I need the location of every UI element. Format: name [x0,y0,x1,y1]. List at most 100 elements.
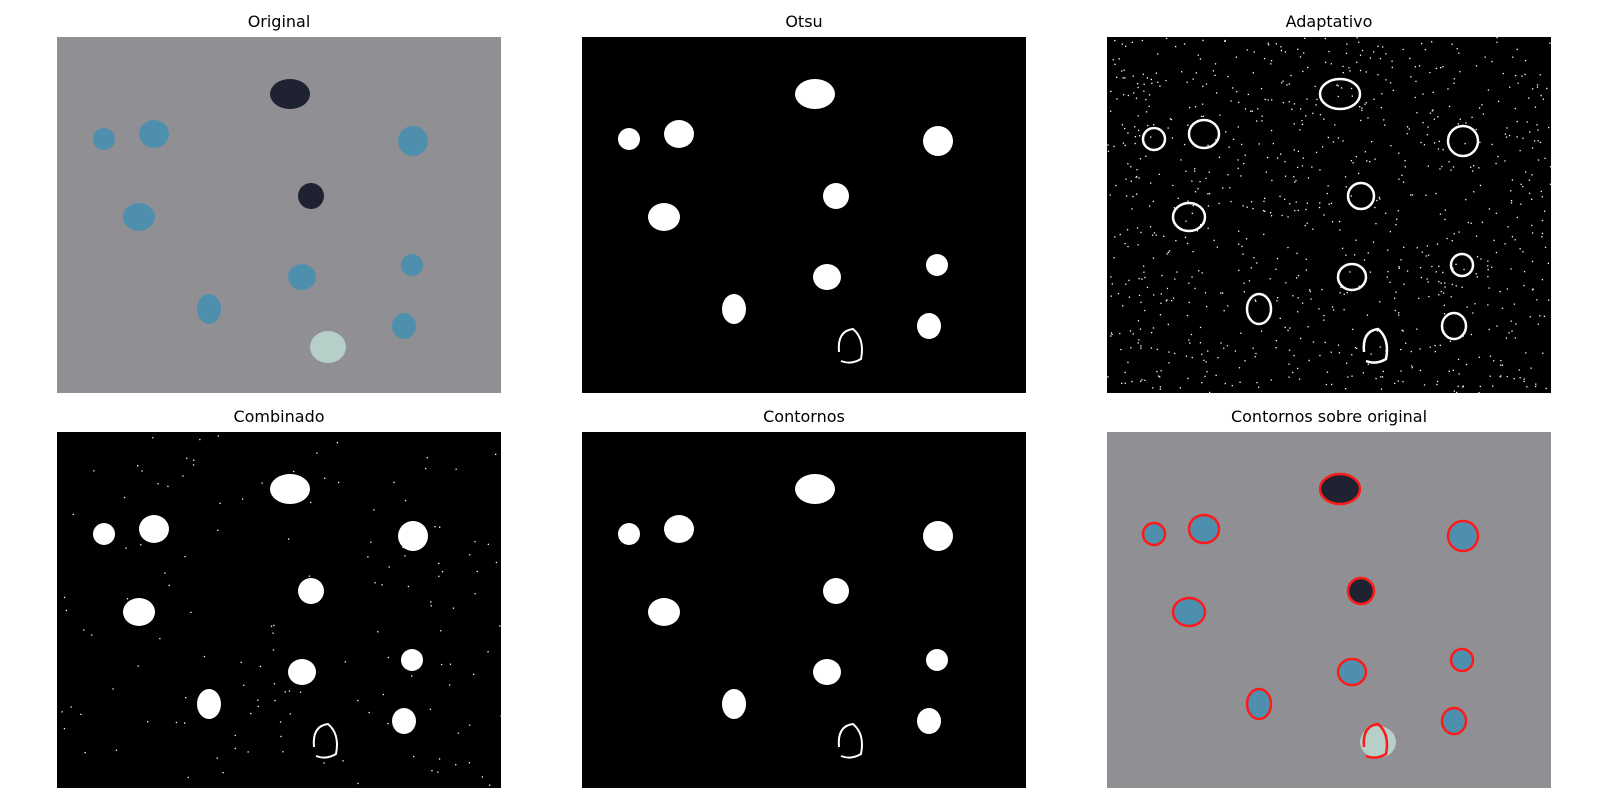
combined-noise [489,785,490,786]
adaptive-noise [1144,277,1145,278]
adaptive-noise [1315,86,1316,87]
adaptive-noise [1539,315,1540,316]
adaptive-noise [1124,128,1125,129]
adaptive-noise [1380,376,1381,377]
adaptive-noise [1271,180,1272,181]
adaptive-noise [1135,143,1136,144]
adaptive-noise [1546,388,1547,389]
combined-object-obj7 [288,659,316,685]
adaptive-noise [1199,181,1200,182]
adaptive-noise [1202,86,1203,87]
adaptive-noise [1262,116,1263,117]
adaptive-noise [1174,207,1175,208]
combined-noise [116,750,117,751]
adaptive-noise [1192,213,1193,214]
otsu-object-obj6 [823,183,849,209]
adaptive-noise [1364,104,1365,105]
adaptive-noise [1523,381,1524,382]
adaptive-noise [1331,384,1332,385]
adaptive-noise [1381,389,1382,390]
adaptive-noise [1363,372,1364,373]
combined-noise [439,527,440,528]
adaptive-noise [1421,43,1422,44]
adaptive-noise [1180,387,1181,388]
adaptive-noise [1197,188,1198,189]
original-image [57,37,501,393]
adaptive-noise [1309,360,1310,361]
combined-noise [141,470,142,471]
combined-object-obj6 [298,578,324,604]
adaptive-noise [1255,299,1256,300]
adaptive-noise [1472,312,1473,313]
adaptive-noise [1483,113,1484,114]
adaptive-noise [1415,97,1416,98]
combined-noise [499,625,500,626]
adaptive-noise [1517,49,1518,50]
adaptive-noise [1512,57,1513,58]
adaptive-noise [1345,176,1346,177]
adaptive-noise [1325,38,1326,39]
adaptive-noise [1346,44,1347,45]
adaptive-noise [1449,106,1450,107]
adaptive-noise [1213,70,1214,71]
combined-noise [337,442,338,443]
adaptive-noise [1284,161,1285,162]
combined-object-obj8 [401,649,423,671]
adaptive-noise [1111,296,1112,297]
adaptive-noise [1367,315,1368,316]
adaptive-noise [1114,64,1115,65]
contours-object-obj6 [823,578,849,604]
adaptive-noise [1416,112,1417,113]
adaptive-noise [1452,44,1453,45]
adaptive-noise [1351,376,1352,377]
adaptive-noise [1438,148,1439,149]
adaptive-noise [1227,76,1228,77]
adaptive-noise [1405,166,1406,167]
adaptive-noise [1131,381,1132,382]
adaptive-noise [1230,100,1231,101]
combined-object-obj2 [139,515,169,543]
adaptive-noise [1471,223,1472,224]
combined-noise [389,566,390,567]
adaptive-noise [1345,388,1346,389]
otsu-object-obj1 [618,128,640,150]
combined-noise [140,544,141,545]
adaptive-noise [1122,44,1123,45]
adaptive-noise [1128,280,1129,281]
adaptive-noise [1239,367,1240,368]
original-object-obj7 [288,264,316,290]
adaptive-noise [1530,316,1531,317]
panel-otsu [582,37,1026,393]
adaptive-noise [1188,283,1189,284]
adaptive-noise [1505,134,1506,135]
adaptive-noise [1334,124,1335,125]
adaptive-noise [1205,292,1206,293]
adaptive-noise [1437,244,1438,245]
combined-noise [167,486,168,487]
adaptive-noise [1436,384,1437,385]
adaptive-noise [1123,94,1124,95]
adaptive-noise [1385,213,1386,214]
adaptive-noise [1121,70,1122,71]
adaptive-noise [1160,389,1161,390]
combined-noise [64,597,65,598]
adaptive-noise [1200,342,1201,343]
adaptive-noise [1296,201,1297,202]
adaptive-noise [1200,327,1201,328]
adaptive-noise [1542,220,1543,221]
combined-noise [71,706,72,707]
adaptive-noise [1201,382,1202,383]
adaptive-noise [1331,203,1332,204]
adaptive-noise [1514,304,1515,305]
adaptive-noise [1394,298,1395,299]
combined-noise [438,563,439,564]
adaptive-noise [1161,370,1162,371]
adaptive-noise [1321,289,1322,290]
adaptive-noise [1238,231,1239,232]
adaptive-noise [1325,342,1326,343]
adaptive-noise [1268,44,1269,45]
adaptive-noise [1541,191,1542,192]
combined-noise [393,482,394,483]
adaptive-noise [1520,150,1521,151]
combined-noise [477,571,478,572]
